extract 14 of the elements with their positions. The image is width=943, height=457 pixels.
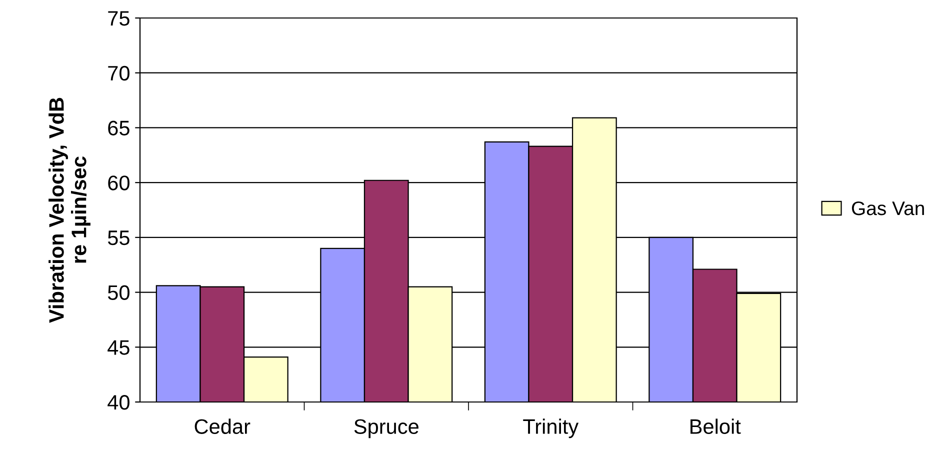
y-tick-label: 75: [108, 11, 130, 26]
x-tick-label: Beloit: [690, 418, 741, 434]
y-tick-label: 70: [108, 66, 130, 81]
x-tick-label: Spruce: [354, 419, 418, 438]
legend-label: Gas Van: [852, 201, 924, 216]
y-axis-title: Vibration Velocity, VdB re 1µin/sec: [48, 98, 90, 323]
y-tick-label: 40: [108, 395, 130, 410]
x-tick-label: Trinity: [523, 418, 579, 438]
y-tick-label: 45: [108, 340, 130, 355]
y-tick-label: 60: [108, 176, 130, 190]
y-tick-label: 50: [108, 285, 130, 300]
y-tick-label: 65: [108, 120, 130, 136]
y-tick-label: 55: [108, 230, 130, 246]
x-tick-label: Cedar: [194, 418, 250, 434]
